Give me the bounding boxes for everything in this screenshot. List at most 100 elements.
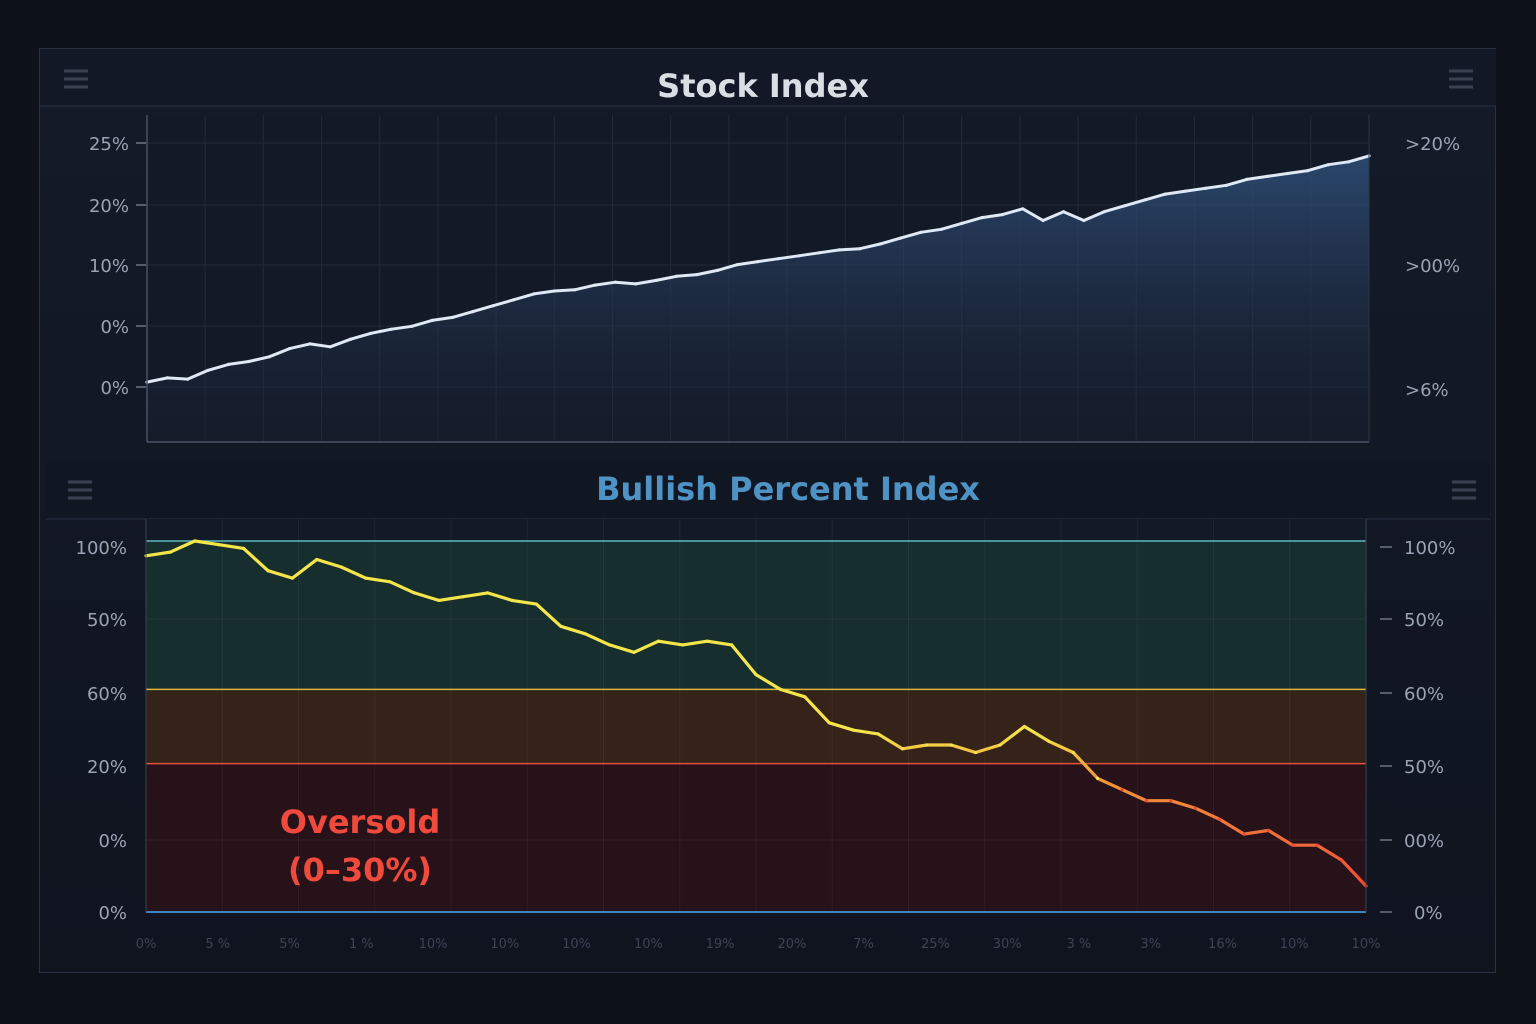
bpi-data-point: [998, 743, 1002, 747]
stock-data-point: [247, 359, 251, 364]
stock-data-point: [776, 257, 781, 261]
bpi-data-point: [1266, 828, 1270, 833]
y-tick-label: 25%: [89, 134, 129, 155]
bpi-data-point: [168, 550, 172, 554]
stock-data-point: [1326, 163, 1330, 167]
stock-data-point: [186, 377, 190, 381]
menu-icon[interactable]: [68, 480, 92, 500]
bpi-data-point: [876, 732, 880, 736]
y-tick-label-right: >00%: [1405, 256, 1460, 277]
stock-data-point: [511, 298, 516, 302]
stock-data-point: [288, 347, 292, 351]
stock-data-point: [1265, 174, 1269, 178]
stock-area-fill: [147, 155, 1369, 442]
bpi-data-point: [730, 643, 734, 647]
neutral-zone: [146, 691, 1366, 764]
y-tick-label: 0%: [100, 317, 129, 338]
menu-icon[interactable]: [1449, 69, 1473, 89]
stock-data-point: [471, 310, 475, 314]
bpi-data-point: [803, 695, 807, 699]
bpi-data-point: [705, 639, 709, 643]
stock-data-point: [939, 227, 943, 231]
stock-data-point: [226, 362, 231, 366]
stock-data-point: [1123, 204, 1127, 208]
stock-plot-area: [145, 115, 1371, 443]
stock-data-point: [369, 331, 373, 335]
x-tick-label: 10%: [490, 937, 519, 952]
bpi-data-point: [827, 721, 831, 725]
bpi-data-point: [1242, 832, 1246, 836]
stock-data-point: [532, 292, 536, 296]
bpi-data-point: [974, 750, 978, 755]
x-tick-label: 25%: [921, 937, 950, 952]
bpi-data-point: [315, 557, 319, 562]
bpi-data-point: [242, 546, 246, 551]
stock-data-point: [736, 263, 740, 267]
x-tick-label: 30%: [993, 937, 1022, 952]
x-tick-label: 19%: [706, 937, 735, 952]
stock-data-point: [1285, 171, 1290, 176]
stock-data-point: [1143, 198, 1147, 202]
stock-left-axis: 25% 20% 10% 0% 0%: [89, 134, 146, 399]
stock-data-point: [389, 327, 393, 331]
stock-right-axis: >20% >00% >6%: [1405, 134, 1460, 401]
y-tick-label: 100%: [76, 538, 127, 559]
bpi-data-point: [778, 687, 783, 692]
stock-data-point: [573, 288, 577, 292]
stock-data-point: [1224, 183, 1228, 187]
stock-data-point: [450, 315, 455, 319]
stock-data-point: [1204, 186, 1208, 190]
bpi-data-point: [1291, 843, 1295, 847]
bullish-zone: [146, 541, 1366, 691]
y-tick-label-right: 0%: [1414, 903, 1443, 924]
y-tick-label-right: 100%: [1404, 538, 1455, 559]
y-tick-label: 0%: [100, 378, 129, 399]
x-tick-label: 0%: [136, 937, 157, 952]
stock-data-point: [1102, 210, 1106, 214]
stock-data-point: [960, 221, 964, 225]
y-tick-label-right: 00%: [1404, 831, 1444, 852]
x-tick-label: 10%: [634, 937, 663, 952]
stock-data-point: [837, 248, 842, 252]
bpi-data-point: [388, 580, 392, 584]
bpi-data-point: [486, 591, 490, 595]
x-tick-label: 3 %: [1067, 937, 1092, 952]
bpi-data-point: [290, 576, 294, 580]
bpi-data-point: [437, 598, 441, 603]
bpi-data-point: [754, 673, 758, 677]
bpi-data-point: [632, 650, 636, 654]
stock-data-point: [1000, 213, 1005, 217]
bpi-data-point: [1169, 799, 1173, 803]
bpi-data-point: [461, 595, 465, 599]
x-tick-label: 3%: [1140, 937, 1161, 952]
stock-data-point: [634, 282, 638, 286]
stock-data-point: [674, 274, 679, 278]
y-tick-label: 20%: [87, 757, 127, 778]
stock-data-point: [878, 242, 882, 246]
bpi-data-point: [681, 643, 685, 647]
menu-icon[interactable]: [1452, 480, 1476, 500]
menu-icon[interactable]: [64, 69, 88, 89]
x-tick-label: 10%: [1280, 937, 1309, 952]
stock-data-point: [593, 283, 597, 287]
stock-data-point: [1245, 177, 1249, 181]
stock-data-point: [654, 278, 658, 282]
bpi-data-point: [852, 728, 856, 732]
stock-data-point: [899, 236, 903, 240]
x-tick-label: 7%: [853, 937, 874, 952]
y-tick-label: 0%: [98, 903, 127, 924]
stock-data-point: [267, 355, 271, 359]
x-tick-label: 20%: [777, 937, 806, 952]
bpi-data-point: [217, 543, 221, 547]
bpi-data-point: [1096, 776, 1100, 781]
bpi-left-axis: 100% 50% 60% 20% 0% 0%: [76, 538, 127, 924]
x-tick-label: 5%: [279, 937, 300, 952]
stock-data-point: [1163, 192, 1167, 196]
x-tick-label: 1 %: [349, 937, 374, 952]
y-tick-label: 10%: [89, 256, 129, 277]
bpi-data-point: [900, 747, 905, 751]
bpi-data-point: [1340, 858, 1344, 862]
stock-chart-title: Stock Index: [657, 67, 869, 105]
y-tick-label-right: 50%: [1404, 757, 1444, 778]
